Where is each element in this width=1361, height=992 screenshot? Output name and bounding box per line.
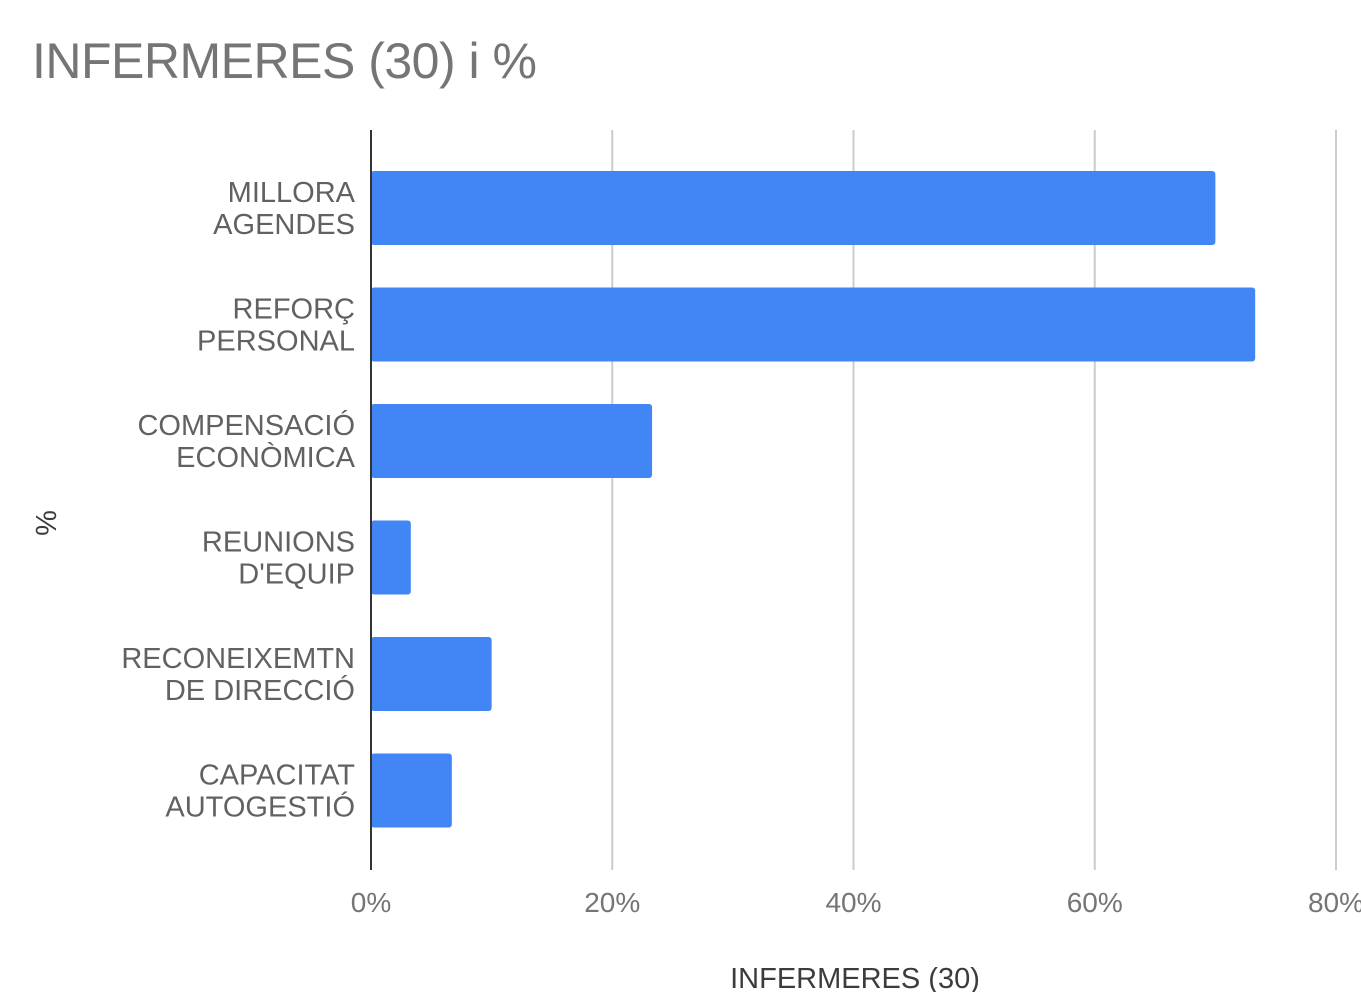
category-label-line: AUTOGESTIÓ bbox=[165, 791, 355, 824]
bar bbox=[371, 171, 1216, 245]
x-tick-label: 40% bbox=[825, 887, 881, 918]
category-labels: MILLORA AGENDES REFORÇ PERSONAL COMPENSACIÓ E… bbox=[121, 177, 355, 824]
category-label-line: DE DIRECCIÓ bbox=[165, 674, 355, 707]
x-tick-label: 80% bbox=[1308, 887, 1361, 918]
x-tick-labels: 0% 20% 40% 60% 80% bbox=[351, 887, 1361, 918]
y-axis-title: % bbox=[31, 510, 63, 536]
x-tick-label: 0% bbox=[351, 887, 391, 918]
category-label-line: CAPACITAT bbox=[199, 760, 356, 792]
category-label-line: RECONEIXEMTN bbox=[121, 643, 355, 675]
x-tick-label: 20% bbox=[584, 887, 640, 918]
category-label-line: PERSONAL bbox=[197, 326, 355, 358]
category-label-line: AGENDES bbox=[213, 209, 355, 241]
category-label-line: D'EQUIP bbox=[238, 559, 355, 591]
bars bbox=[371, 171, 1256, 828]
bar bbox=[371, 287, 1256, 362]
category-label: CAPACITAT AUTOGESTIÓ bbox=[165, 760, 355, 824]
gridlines bbox=[611, 130, 1337, 870]
category-label: COMPENSACIÓ ECONÒMICA bbox=[137, 409, 355, 474]
category-label-line: REUNIONS bbox=[202, 527, 355, 559]
category-label-line: COMPENSACIÓ bbox=[137, 409, 355, 442]
category-label-line: MILLORA bbox=[228, 177, 356, 209]
bar bbox=[371, 637, 492, 711]
category-label-line: ECONÒMICA bbox=[176, 441, 356, 474]
x-tick-label: 60% bbox=[1067, 887, 1123, 918]
bar bbox=[371, 520, 411, 595]
category-label: RECONEIXEMTN DE DIRECCIÓ bbox=[121, 643, 355, 707]
bar bbox=[371, 753, 452, 828]
category-label: REUNIONS D'EQUIP bbox=[202, 527, 355, 591]
chart-title: INFERMERES (30) i % bbox=[32, 33, 537, 89]
bar bbox=[371, 404, 653, 478]
category-label: REFORÇ PERSONAL bbox=[197, 294, 355, 358]
x-axis-title: INFERMERES (30) bbox=[730, 963, 980, 992]
category-label-line: REFORÇ bbox=[233, 294, 355, 326]
category-label: MILLORA AGENDES bbox=[213, 177, 355, 241]
